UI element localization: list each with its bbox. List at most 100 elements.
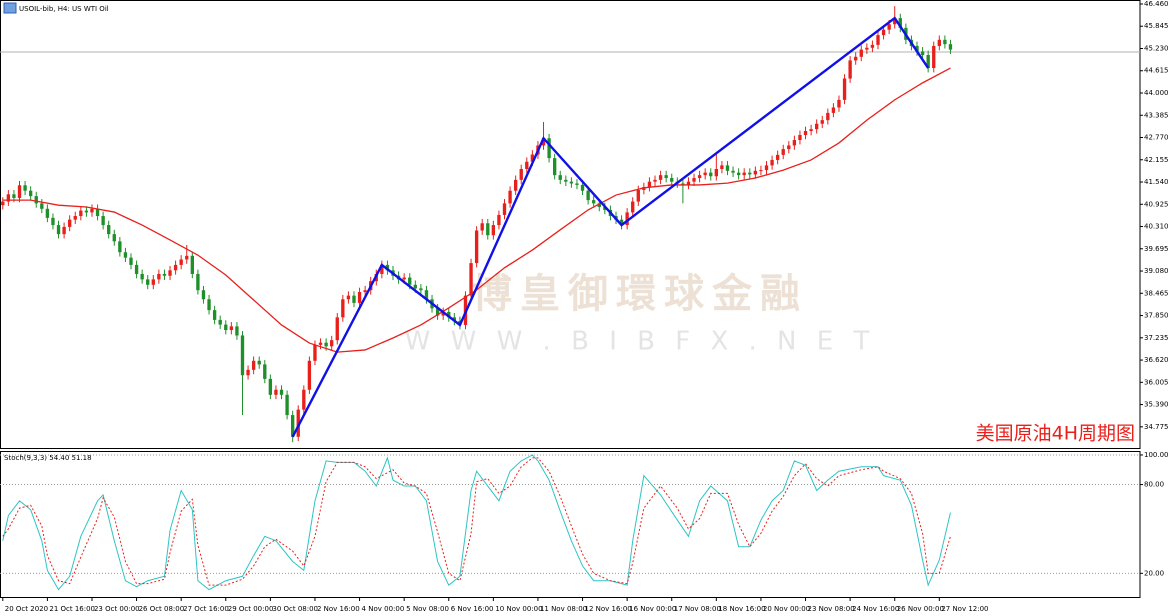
x-tick-label: 2 Nov 16:00	[317, 605, 360, 613]
x-tick-label: 18 Nov 16:00	[718, 605, 765, 613]
candle-body	[157, 273, 161, 280]
candle-body	[854, 56, 858, 61]
candle-body	[101, 216, 105, 226]
y-tick-label: 43.385	[1144, 111, 1169, 119]
candle-body	[781, 149, 785, 155]
x-tick-label: 29 Oct 00:00	[228, 605, 274, 613]
x-tick-label: 11 Nov 08:00	[540, 605, 587, 613]
annotation: 美国原油4H周期图	[976, 423, 1135, 445]
candle-body	[491, 225, 496, 236]
candle-body	[558, 175, 562, 180]
candle-body	[575, 183, 579, 185]
candle-body	[508, 190, 512, 204]
candle-body	[859, 49, 863, 57]
candle-body	[876, 35, 880, 45]
y-tick-label: 42.155	[1144, 156, 1169, 164]
candle-body	[932, 45, 936, 69]
candle-body	[569, 181, 574, 184]
main-panel-frame	[0, 0, 1141, 449]
candle-body	[826, 112, 830, 121]
candle-body	[335, 317, 339, 341]
candle-body	[56, 225, 61, 235]
x-tick-label: 4 Nov 00:00	[362, 605, 405, 613]
x-tick-label: 20 Nov 00:00	[763, 605, 810, 613]
candle-body	[307, 360, 312, 390]
candle-body	[12, 194, 16, 198]
candle-body	[352, 295, 356, 303]
candle-body	[201, 290, 206, 300]
candle-body	[920, 51, 925, 56]
y-tick-label: 20.00	[1144, 569, 1164, 577]
candle-body	[196, 273, 200, 291]
candle-body	[597, 203, 601, 207]
candle-body	[714, 168, 719, 177]
candle-body	[703, 172, 707, 176]
candle-body	[848, 60, 852, 79]
candle-body	[290, 415, 295, 437]
candle-body	[240, 335, 245, 376]
candle-body	[530, 154, 535, 162]
candle-body	[686, 181, 691, 185]
candle-body	[441, 311, 445, 316]
candle-body	[937, 39, 941, 46]
candle-body	[23, 185, 27, 191]
candle-body	[123, 252, 128, 258]
candle-body	[619, 219, 624, 226]
candle-body	[586, 190, 590, 201]
candle-body	[73, 216, 77, 220]
candle-body	[764, 165, 769, 171]
y-tick-label: 45.845	[1144, 22, 1169, 30]
y-tick-label: 39.080	[1144, 267, 1169, 275]
y-tick-label: 40.310	[1144, 223, 1169, 231]
y-tick-label: 36.620	[1144, 356, 1169, 364]
candle-body	[62, 226, 66, 235]
candle-body	[263, 364, 267, 379]
candle-body	[547, 138, 551, 159]
candle-body	[513, 179, 518, 191]
candle-body	[380, 264, 384, 274]
candle-body	[664, 175, 668, 179]
candle-body	[51, 217, 55, 226]
candle-body	[815, 123, 819, 130]
candle-body	[926, 55, 930, 69]
x-tick-label: 21 Oct 16:00	[49, 605, 95, 613]
candle-body	[279, 389, 284, 395]
candle-body	[748, 172, 752, 175]
candle-body	[564, 179, 568, 182]
x-tick-label: 20 Oct 2020	[5, 605, 48, 613]
candle-body	[318, 342, 323, 345]
candle-body	[865, 47, 869, 50]
candle-body	[943, 39, 947, 45]
x-tick-label: 30 Oct 08:00	[272, 605, 318, 613]
candle-body	[207, 299, 211, 311]
candle-body	[274, 389, 278, 395]
x-tick-label: 10 Nov 00:00	[495, 605, 542, 613]
candle-body	[502, 203, 507, 215]
candle-body	[881, 29, 886, 36]
x-tick-label: 26 Oct 08:00	[139, 605, 185, 613]
candle-body	[268, 378, 273, 395]
x-tick-label: 23 Oct 00:00	[94, 605, 140, 613]
y-tick-label: 39.695	[1144, 245, 1169, 253]
x-tick-label: 5 Nov 08:00	[406, 605, 449, 613]
candle-body	[112, 234, 116, 242]
candle-body	[552, 158, 557, 176]
x-tick-label: 17 Nov 08:00	[674, 605, 721, 613]
candle-body	[798, 134, 802, 141]
candle-body	[636, 189, 640, 202]
candle-body	[697, 175, 702, 179]
candle-body	[742, 172, 746, 176]
y-tick-label: 41.540	[1144, 178, 1169, 186]
y-tick-label: 40.925	[1144, 200, 1169, 208]
y-tick-label: 36.005	[1144, 378, 1169, 386]
candle-body	[385, 264, 390, 271]
candle-body	[647, 181, 652, 188]
watermark: 博皇御環球金融	[472, 271, 808, 317]
y-tick-label: 45.230	[1144, 44, 1169, 52]
candle-body	[770, 159, 774, 166]
y-tick-label: 38.465	[1144, 289, 1169, 297]
candle-body	[592, 200, 596, 204]
candle-body	[313, 344, 317, 361]
y-tick-label: 44.615	[1144, 67, 1169, 75]
